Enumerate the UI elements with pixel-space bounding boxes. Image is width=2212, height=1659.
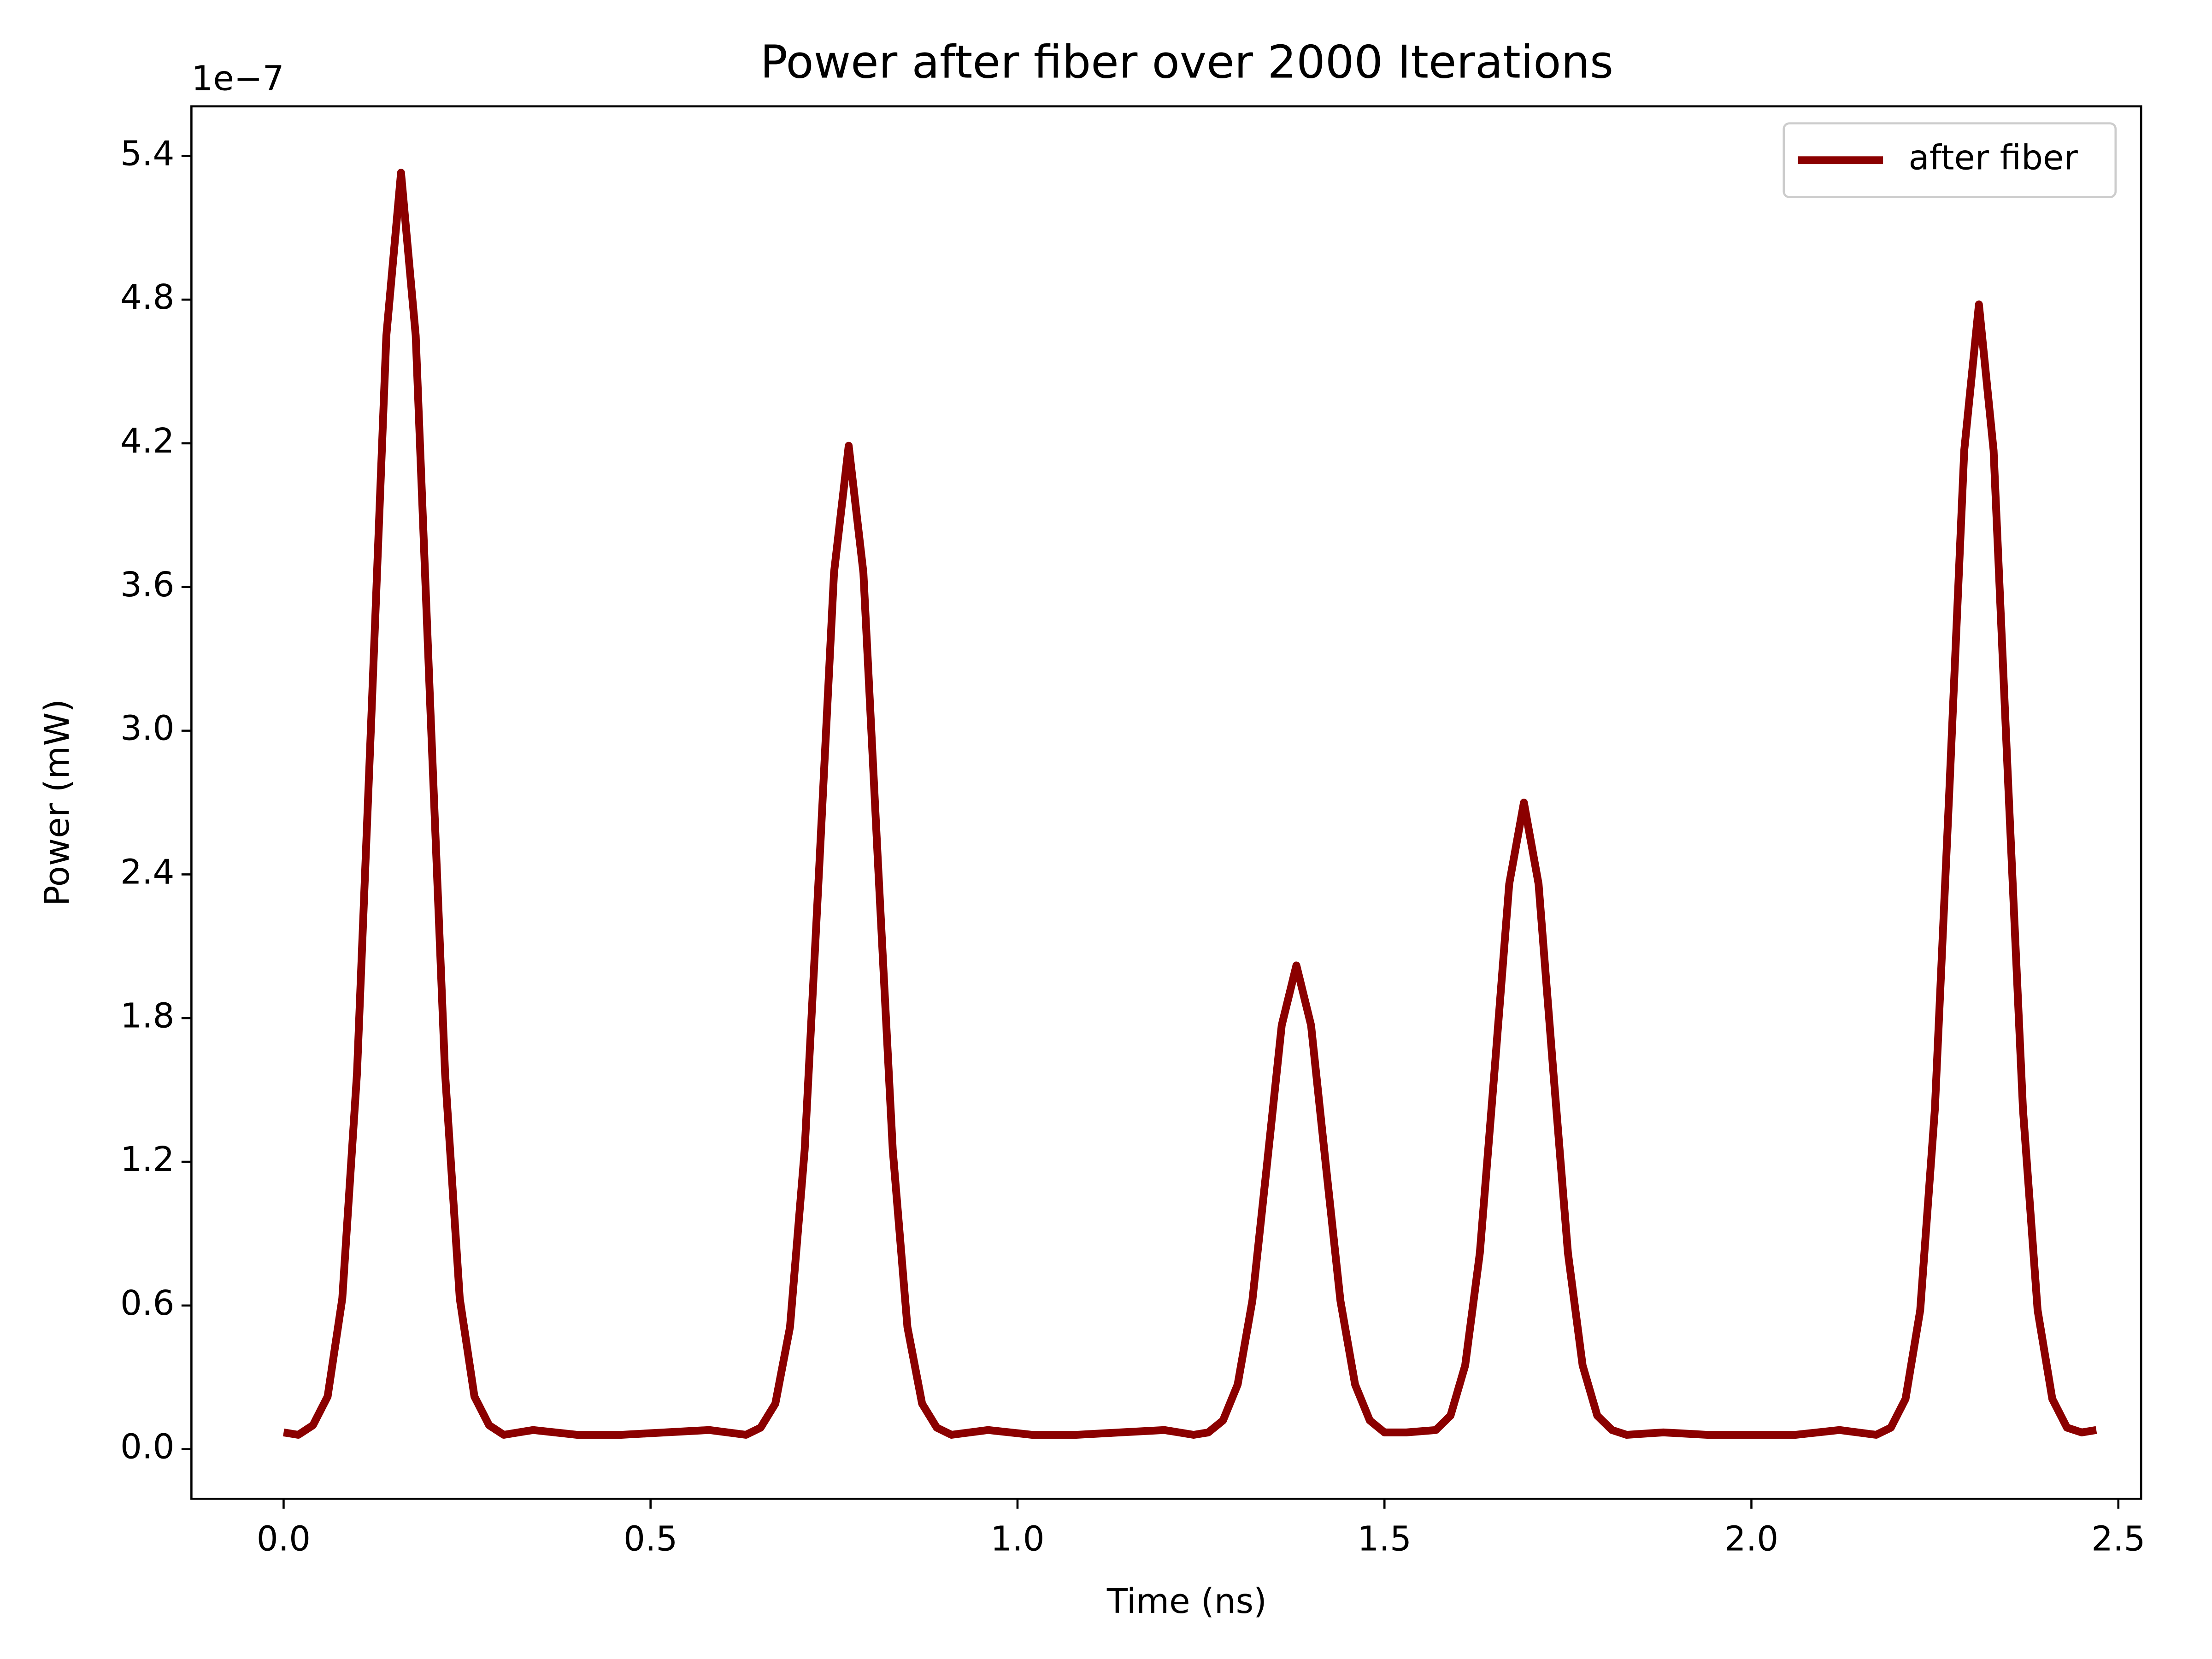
y-tick-label: 1.2	[120, 1140, 174, 1179]
chart-title: Power after fiber over 2000 Iterations	[760, 36, 1614, 88]
y-tick-label: 3.0	[120, 709, 174, 748]
y-axis-label: Power (mW)	[37, 699, 77, 906]
y-tick-label: 4.2	[120, 421, 174, 461]
y-tick-label: 0.0	[120, 1427, 174, 1467]
y-tick-label: 5.4	[120, 134, 174, 173]
x-tick-label: 1.0	[990, 1519, 1044, 1559]
y-tick-label: 1.8	[120, 996, 174, 1035]
legend: after fiber	[1783, 122, 2117, 199]
y-tick-label: 3.6	[120, 565, 174, 605]
x-tick-label: 0.5	[624, 1519, 677, 1559]
y-tick-label: 0.6	[120, 1283, 174, 1323]
y-tick-label: 2.4	[120, 852, 174, 892]
data-line	[283, 169, 2097, 1439]
x-tick-label: 1.5	[1358, 1519, 1412, 1559]
y-offset-label: 1e−7	[191, 59, 284, 98]
x-tick-label: 2.0	[1724, 1519, 1778, 1559]
x-tick-label: 2.5	[2091, 1519, 2145, 1559]
x-axis-label: Time (ns)	[1106, 1582, 1267, 1621]
x-tick-label: 0.0	[257, 1519, 311, 1559]
y-tick-label: 4.8	[120, 277, 174, 317]
legend-label: after fiber	[1909, 138, 2078, 178]
legend-box	[1783, 122, 2117, 199]
plot-frame	[190, 105, 2142, 1500]
